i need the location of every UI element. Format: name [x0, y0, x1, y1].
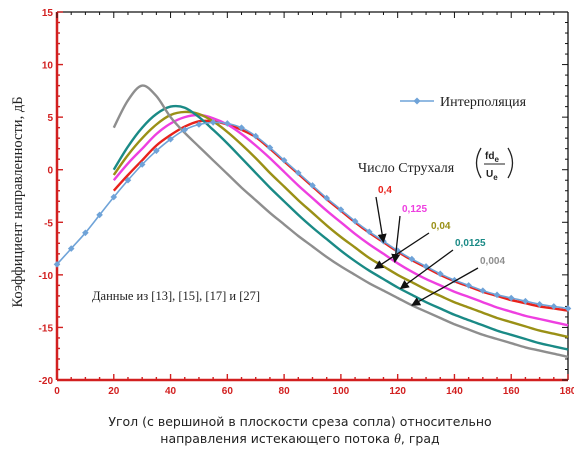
data-point-marker	[209, 119, 217, 126]
strouhal-numerator: fde	[485, 151, 499, 164]
y-tick-label: 0	[47, 166, 53, 177]
data-point-marker	[138, 161, 146, 168]
y-tick-label: 15	[42, 8, 54, 19]
annotation-arrow	[375, 196, 387, 244]
data-point-marker	[337, 206, 345, 213]
data-point-marker	[82, 229, 89, 237]
data-point-marker	[479, 287, 487, 294]
data-point-marker	[564, 305, 572, 312]
series-0-4-line	[112, 119, 569, 312]
data-point-marker	[451, 276, 458, 284]
annotation-label: 0,004	[480, 256, 505, 267]
annotation-arrow	[374, 232, 430, 270]
data-point-marker	[522, 297, 529, 305]
data-point-marker	[436, 270, 444, 278]
x-axis-label-suffix: , град	[400, 431, 440, 446]
annotation-arrow	[399, 249, 454, 290]
data-point-marker	[266, 144, 274, 151]
annotation-label: 0,125	[402, 204, 427, 215]
data-point-marker	[167, 135, 174, 143]
x-tick-label: 40	[165, 386, 177, 397]
y-tick-label: -10	[39, 271, 54, 282]
x-axis-label-prefix: направления истекающего потока	[160, 431, 395, 446]
x-tick-label: 120	[389, 386, 406, 397]
x-tick-label: 160	[503, 386, 520, 397]
legend-marker	[413, 97, 421, 105]
data-point-marker	[124, 176, 132, 184]
data-point-marker	[408, 255, 416, 263]
x-tick-label: 60	[222, 386, 234, 397]
data-point-marker	[252, 132, 260, 140]
data-point-marker	[536, 300, 543, 308]
data-point-marker	[465, 282, 472, 289]
data-point-marker	[67, 245, 75, 252]
y-tick-label: 10	[42, 61, 54, 72]
data-point-marker	[493, 291, 501, 299]
annotation-label: 0,4	[378, 185, 392, 196]
series-0-04-line	[112, 110, 569, 339]
data-point-marker	[323, 194, 330, 202]
x-tick-label: 140	[446, 386, 463, 397]
legend-label: Интерполяция	[440, 95, 527, 110]
annotation-label: 0,0125	[455, 238, 486, 249]
data-point-marker	[96, 211, 103, 219]
data-source-note: Данные из [13], [15], [17] и [27]	[92, 289, 260, 303]
y-axis-label: Коэффициент направленности, дБ	[10, 96, 26, 307]
x-axis-label: Угол (с вершиной в плоскости среза сопла…	[40, 413, 560, 448]
series-0-0125-line	[112, 104, 569, 351]
data-point-marker	[195, 121, 203, 128]
x-tick-label: 180	[560, 386, 574, 397]
data-point-marker	[224, 120, 231, 127]
data-point-marker	[153, 147, 160, 155]
x-tick-label: 20	[108, 386, 120, 397]
annotation-layer: 0,4 0,125 0,04 0,0125 0,004	[374, 185, 505, 306]
x-tick-label: 80	[279, 386, 291, 397]
data-point-marker	[110, 193, 118, 201]
x-tick-label: 0	[54, 386, 60, 397]
theta-symbol: θ	[394, 432, 401, 447]
x-axis-label-line2: направления истекающего потока θ, град	[40, 430, 560, 448]
data-point-marker	[365, 228, 373, 236]
series-0-004-line	[112, 84, 569, 359]
y-tick-label: -5	[44, 218, 53, 229]
x-axis-label-line1: Угол (с вершиной в плоскости среза сопла…	[108, 414, 492, 429]
series-0-125-line	[112, 113, 569, 327]
data-point-marker	[53, 261, 61, 268]
x-tick-label: 100	[333, 386, 350, 397]
strouhal-numerator-subscript: e	[494, 155, 499, 164]
data-point-marker	[295, 169, 302, 177]
data-point-marker	[280, 156, 288, 164]
strouhal-label: Число Струхаля	[358, 161, 455, 176]
axes: 0 20 40 60 80 100 120 140 160 180 -20 -15 -10 -5 0 5 10 1…	[39, 8, 574, 397]
data-point-marker	[181, 126, 189, 134]
data-point-marker	[422, 263, 430, 270]
data-point-marker	[550, 303, 558, 310]
data-point-marker	[309, 182, 316, 189]
annotation-label: 0,04	[431, 221, 451, 232]
annotation-arrow	[411, 267, 479, 306]
y-tick-label: -20	[39, 376, 54, 387]
data-point-marker	[351, 217, 359, 225]
strouhal-label-group: Число Струхаля fde Ue	[358, 147, 514, 182]
strouhal-right-paren	[507, 147, 514, 179]
y-tick-label: -15	[39, 323, 54, 334]
data-point-marker	[507, 294, 515, 302]
legend: Интерполяция	[400, 95, 527, 110]
data-point-marker	[238, 124, 245, 131]
y-tick-label: 5	[47, 113, 53, 124]
strouhal-denominator: Ue	[486, 169, 498, 182]
strouhal-left-paren	[475, 147, 482, 179]
series-layer	[53, 84, 572, 359]
strouhal-denominator-subscript: e	[493, 173, 498, 182]
